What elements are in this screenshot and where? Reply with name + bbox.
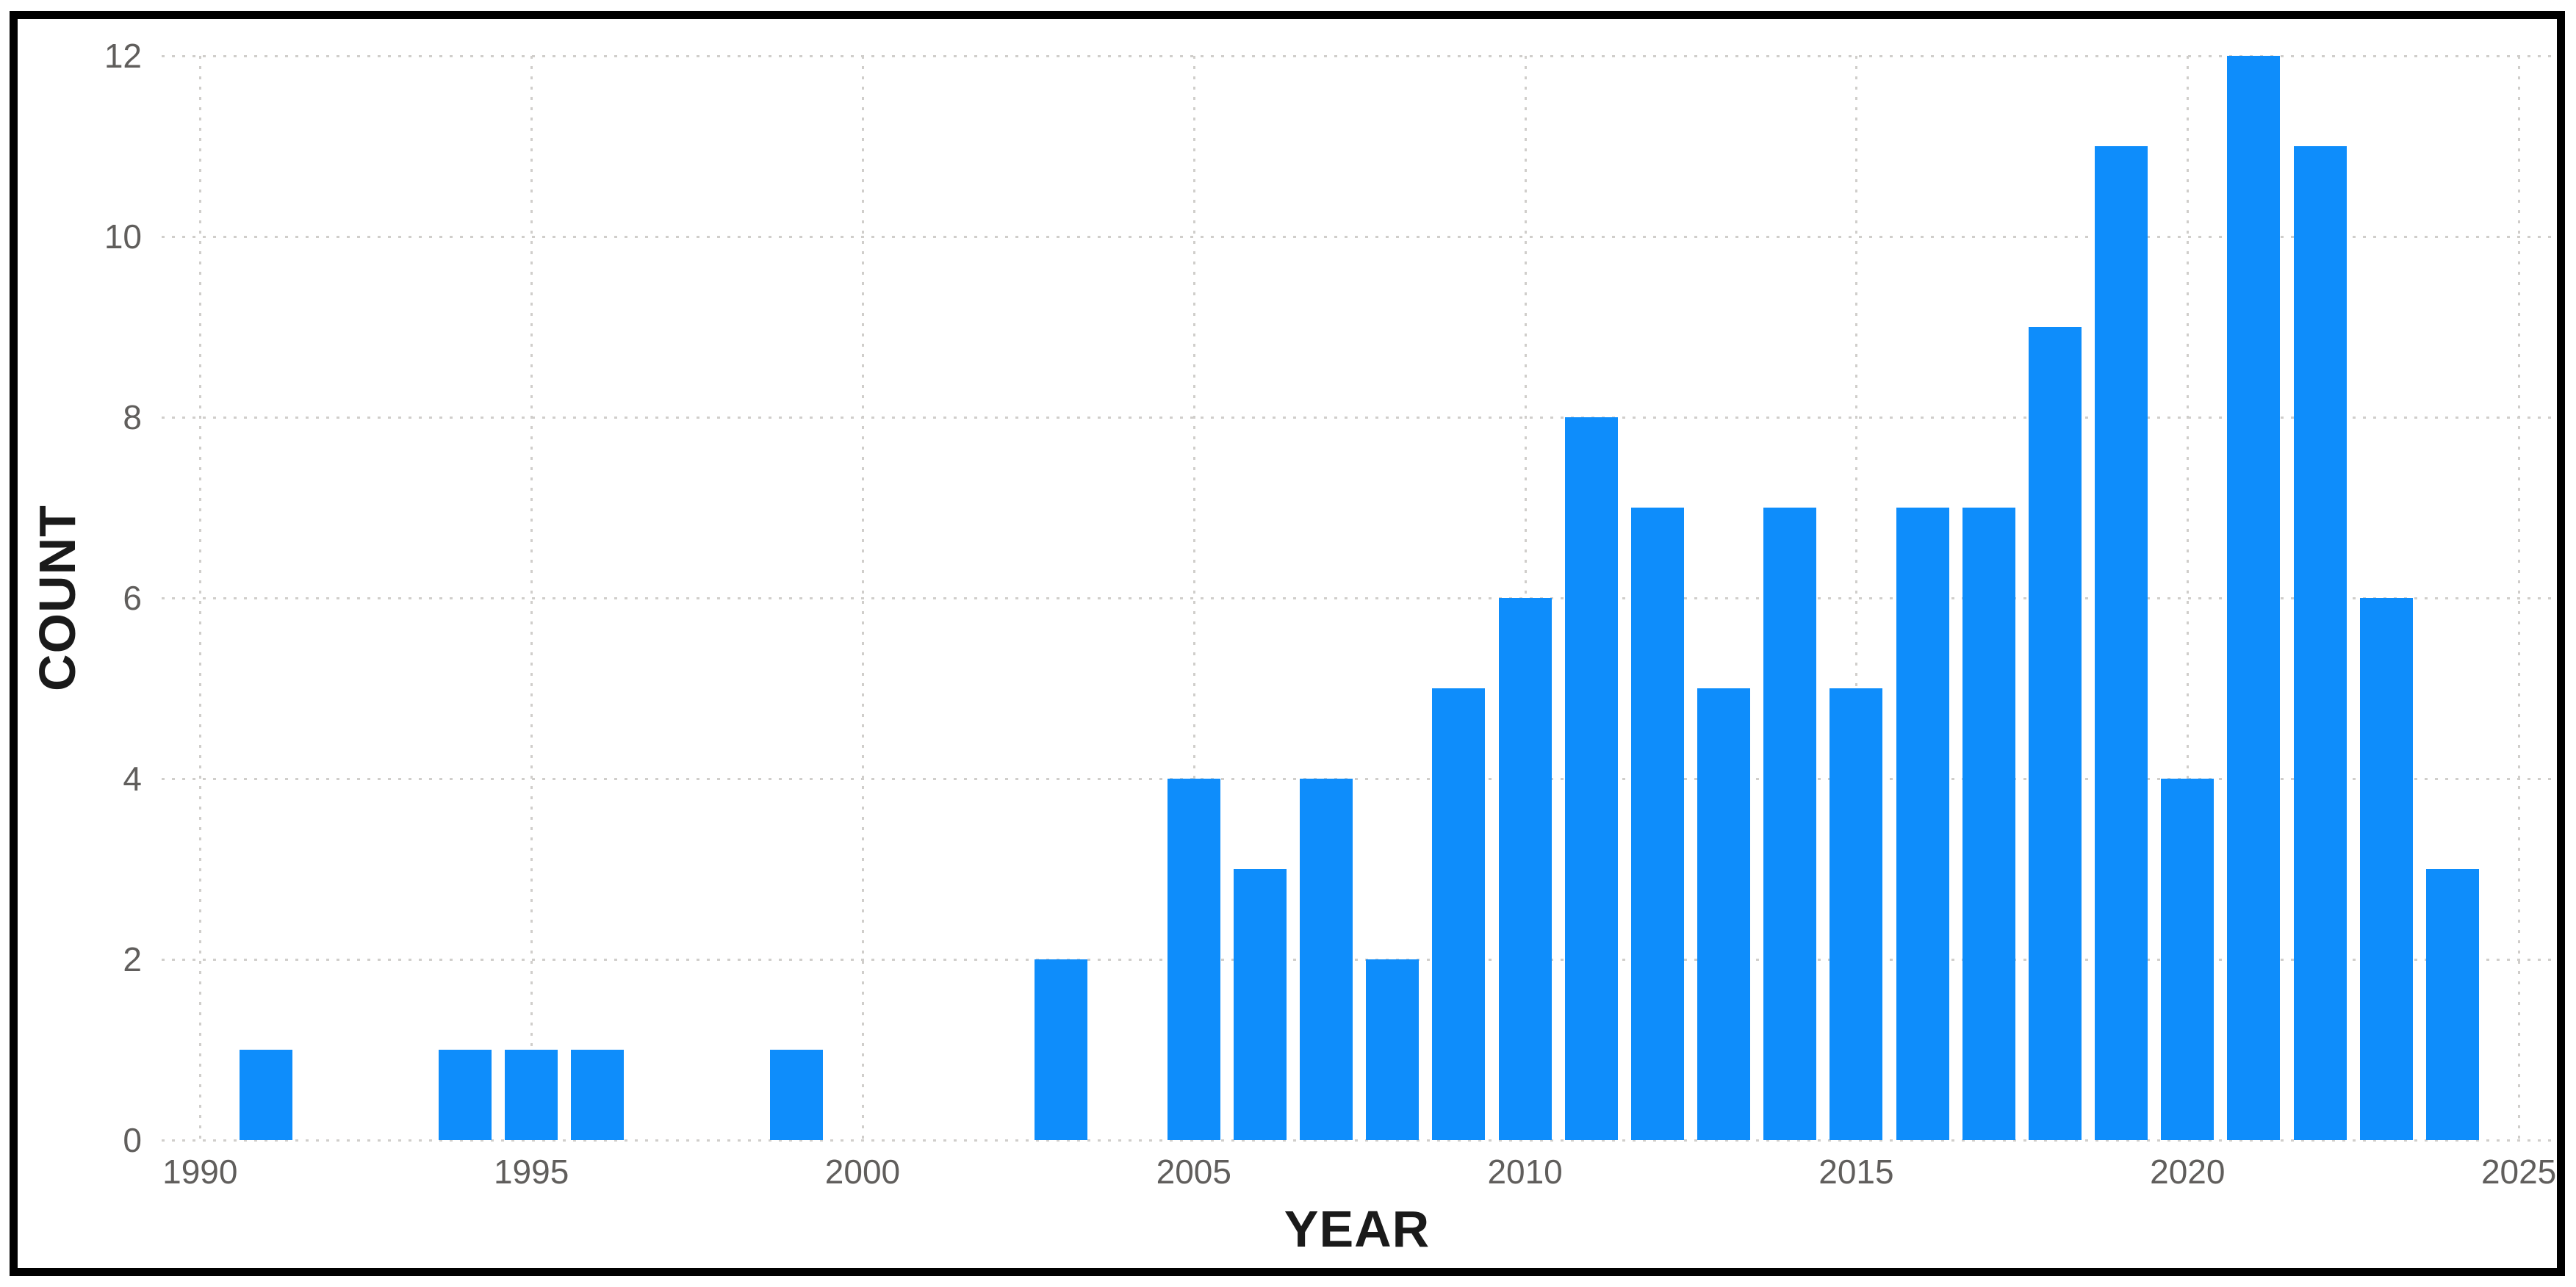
bar-2024[interactable] xyxy=(2425,869,2479,1140)
y-tick-label-2: 2 xyxy=(123,940,142,978)
bar-1991[interactable] xyxy=(240,1050,293,1140)
y-tick-label-0: 0 xyxy=(123,1121,142,1159)
bar-1999[interactable] xyxy=(769,1050,823,1140)
y-tick-label-4: 4 xyxy=(123,760,142,798)
x-axis-title: YEAR xyxy=(1284,1200,1431,1258)
x-tick-label-2010: 2010 xyxy=(1487,1153,1563,1191)
bar-2023[interactable] xyxy=(2359,598,2413,1140)
gridline-y-2 xyxy=(162,959,2553,961)
bar-2021[interactable] xyxy=(2227,56,2281,1140)
y-tick-label-12: 12 xyxy=(104,37,142,75)
bar-2020[interactable] xyxy=(2161,779,2215,1140)
bar-2005[interactable] xyxy=(1167,779,1220,1140)
gridline-y-8 xyxy=(162,417,2553,419)
gridline-y-0 xyxy=(162,1139,2553,1142)
bar-2018[interactable] xyxy=(2028,327,2082,1140)
bar-2022[interactable] xyxy=(2293,146,2347,1140)
bar-1995[interactable] xyxy=(505,1050,558,1140)
gridline-x-1995 xyxy=(530,56,533,1140)
bar-2008[interactable] xyxy=(1366,959,1420,1140)
gridline-x-2005 xyxy=(1192,56,1195,1140)
bar-2011[interactable] xyxy=(1564,417,1618,1140)
y-tick-label-8: 8 xyxy=(123,398,142,436)
bar-1994[interactable] xyxy=(438,1050,492,1140)
bar-1996[interactable] xyxy=(571,1050,625,1140)
bar-2015[interactable] xyxy=(1830,688,1883,1140)
x-tick-label-2000: 2000 xyxy=(824,1153,901,1191)
gridline-x-2020 xyxy=(2187,56,2190,1140)
bar-2007[interactable] xyxy=(1300,779,1353,1140)
x-tick-label-2020: 2020 xyxy=(2150,1153,2226,1191)
y-tick-label-10: 10 xyxy=(104,217,142,256)
bar-2006[interactable] xyxy=(1233,869,1287,1140)
gridline-x-2000 xyxy=(861,56,864,1140)
bar-2016[interactable] xyxy=(1896,508,1949,1140)
gridline-x-1990 xyxy=(199,56,202,1140)
gridline-y-4 xyxy=(162,778,2553,780)
gridline-x-2025 xyxy=(2518,56,2521,1140)
x-tick-label-2025: 2025 xyxy=(2480,1153,2557,1191)
x-tick-label-1990: 1990 xyxy=(162,1153,238,1191)
bar-2014[interactable] xyxy=(1763,508,1817,1140)
y-tick-label-6: 6 xyxy=(123,579,142,617)
bar-2013[interactable] xyxy=(1697,688,1751,1140)
x-tick-label-2005: 2005 xyxy=(1156,1153,1231,1191)
bar-2019[interactable] xyxy=(2095,146,2148,1140)
bar-2009[interactable] xyxy=(1432,688,1486,1140)
bar-2017[interactable] xyxy=(1962,508,2015,1140)
gridline-y-10 xyxy=(162,236,2553,238)
gridline-y-12 xyxy=(162,55,2553,57)
y-axis-title: COUNT xyxy=(29,505,86,691)
gridline-y-6 xyxy=(162,597,2553,599)
bar-2010[interactable] xyxy=(1498,598,1552,1140)
x-tick-label-1995: 1995 xyxy=(493,1153,569,1191)
x-tick-label-2015: 2015 xyxy=(1818,1153,1894,1191)
bar-2003[interactable] xyxy=(1035,959,1088,1140)
bar-2012[interactable] xyxy=(1630,508,1684,1140)
gridline-x-2015 xyxy=(1855,56,1858,1140)
